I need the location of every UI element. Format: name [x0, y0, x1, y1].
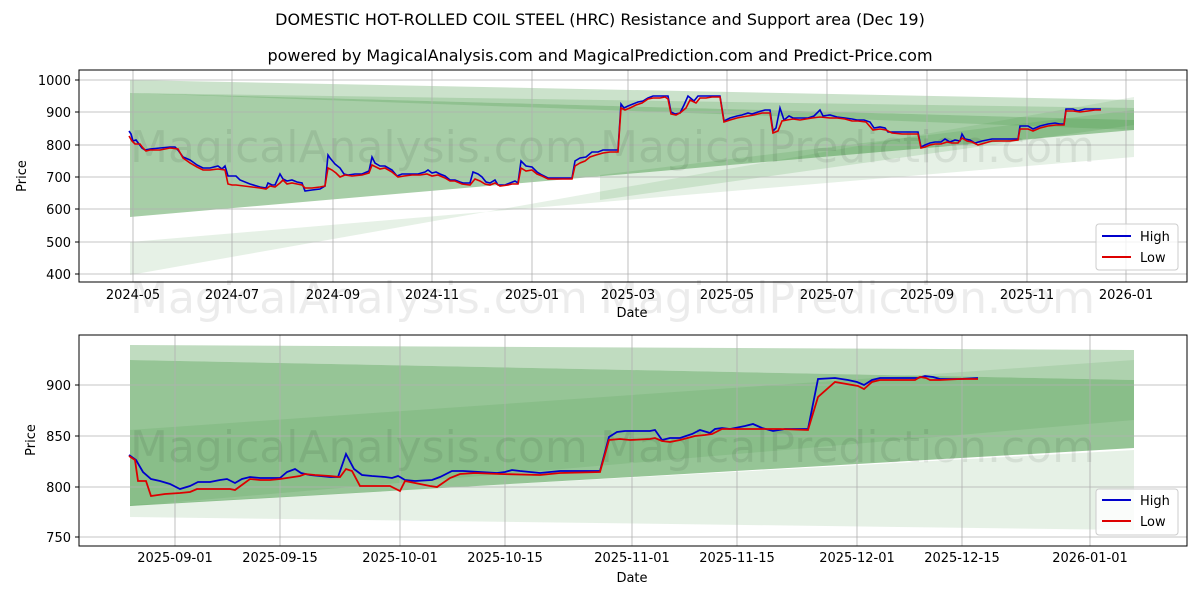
svg-text:850: 850 [46, 430, 71, 445]
svg-text:2025-11-01: 2025-11-01 [594, 551, 670, 566]
svg-text:2025-11-15: 2025-11-15 [699, 551, 775, 566]
top-low-line [128, 96, 1101, 190]
svg-text:800: 800 [46, 139, 71, 154]
top-y-label: Price [15, 160, 30, 192]
watermark-prediction-3: MagicalPrediction.com [600, 422, 1095, 473]
svg-text:800: 800 [46, 481, 71, 496]
svg-text:2025-11: 2025-11 [1000, 288, 1054, 303]
svg-text:2024-09: 2024-09 [306, 288, 360, 303]
svg-text:400: 400 [46, 268, 71, 283]
svg-text:900: 900 [46, 379, 71, 394]
watermark-prediction: MagicalPrediction.com [600, 122, 1095, 173]
svg-text:2025-07: 2025-07 [800, 288, 854, 303]
top-y-ticks: 1000 900 800 700 600 500 400 [38, 74, 71, 283]
top-band-dark [130, 93, 1134, 130]
legend-high-label: High [1140, 230, 1170, 245]
bottom-high-line [128, 375, 979, 490]
top-plot: MagicalAnalysis.com MagicalPrediction.co… [15, 69, 1188, 324]
legend-low-label-2: Low [1140, 515, 1166, 530]
svg-text:2025-09: 2025-09 [900, 288, 954, 303]
svg-text:2024-11: 2024-11 [405, 288, 459, 303]
top-band-light-upper [130, 80, 1134, 120]
bottom-y-ticks: 900 850 800 750 [46, 379, 71, 546]
svg-text:2025-10-15: 2025-10-15 [467, 551, 543, 566]
top-high-line [128, 94, 1101, 192]
top-x-label: Date [616, 306, 647, 321]
svg-text:2025-01: 2025-01 [505, 288, 559, 303]
svg-text:2025-09-15: 2025-09-15 [242, 551, 318, 566]
svg-text:900: 900 [46, 106, 71, 121]
bottom-legend: High Low [1095, 488, 1179, 536]
svg-text:2024-05: 2024-05 [106, 288, 160, 303]
svg-text:2026-01-01: 2026-01-01 [1052, 551, 1128, 566]
bottom-x-ticks: 2025-09-01 2025-09-15 2025-10-01 2025-10… [137, 551, 1128, 566]
bottom-grid [79, 335, 1187, 546]
top-tick-marks [75, 79, 79, 275]
top-band-dark2 [600, 110, 1134, 200]
watermark-analysis-3: MagicalAnalysis.com [130, 422, 588, 473]
bottom-plot: MagicalAnalysis.com MagicalPrediction.co… [24, 334, 1188, 586]
chart-title: DOMESTIC HOT-ROLLED COIL STEEL (HRC) Res… [275, 10, 925, 29]
svg-text:700: 700 [46, 171, 71, 186]
svg-text:600: 600 [46, 203, 71, 218]
legend-high-label-2: High [1140, 494, 1170, 509]
bottom-low-line [128, 376, 978, 497]
svg-text:2025-12-15: 2025-12-15 [924, 551, 1000, 566]
bottom-x-label: Date [616, 571, 647, 586]
watermark-analysis: MagicalAnalysis.com [130, 122, 588, 173]
top-x-ticks: 2024-05 2024-07 2024-09 2024-11 2025-01 … [106, 288, 1153, 303]
svg-text:2025-05: 2025-05 [700, 288, 754, 303]
svg-text:2025-03: 2025-03 [601, 288, 655, 303]
svg-text:1000: 1000 [38, 74, 71, 89]
bottom-tick-marks [75, 384, 79, 538]
top-band-main [130, 93, 1134, 217]
svg-text:2025-12-01: 2025-12-01 [819, 551, 895, 566]
svg-text:2025-10-01: 2025-10-01 [362, 551, 438, 566]
chart-subtitle: powered by MagicalAnalysis.com and Magic… [267, 46, 933, 65]
svg-text:2025-09-01: 2025-09-01 [137, 551, 213, 566]
top-band-light-lower [130, 97, 1134, 275]
top-grid [79, 70, 1187, 282]
svg-text:2024-07: 2024-07 [205, 288, 259, 303]
svg-text:750: 750 [46, 531, 71, 546]
bottom-y-label: Price [24, 424, 39, 456]
svg-text:500: 500 [46, 236, 71, 251]
top-legend: High Low [1095, 223, 1179, 271]
svg-text:2026-01: 2026-01 [1099, 288, 1153, 303]
legend-low-label: Low [1140, 251, 1166, 266]
